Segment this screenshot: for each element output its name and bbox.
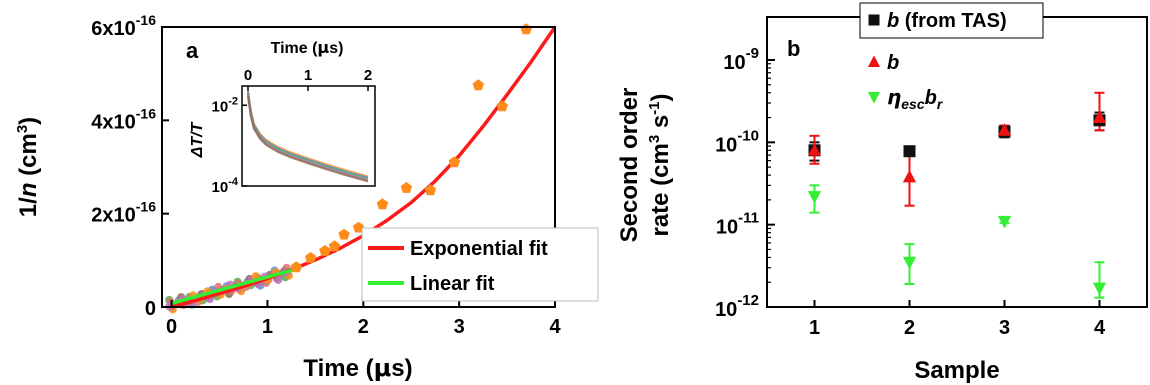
- y-tick-label: 4x10-16: [91, 105, 156, 133]
- inset-x-axis-label: Time (μs): [271, 38, 344, 57]
- data-point-b-from-tas-: [903, 145, 916, 158]
- orange-data-point: [472, 79, 484, 91]
- x-tick-label: 4: [1094, 317, 1106, 339]
- legend-label-exponential-fit: Exponential fit: [410, 238, 548, 260]
- panel-b-legend-markers: [867, 14, 881, 104]
- legend-label-b: b: [887, 52, 899, 74]
- inset-ticks: 0 1 2 10-2 10-4: [212, 67, 373, 196]
- y-tick-label: 10-11: [716, 210, 759, 239]
- orange-data-point: [304, 252, 317, 263]
- inset-x-tick-label: 2: [364, 67, 372, 84]
- panel-b-legend: b (from TAS) b ηescbr: [859, 2, 1044, 112]
- panel-a-legend: Exponential fit Linear fit: [361, 227, 599, 302]
- panel-a-x-axis-label: Time (μs): [303, 354, 412, 382]
- panel-a-legend-box: [361, 227, 599, 302]
- panel-b-y-axis-label-line2: rate (cm3 s-1): [646, 93, 674, 236]
- orange-data-point: [424, 184, 437, 196]
- legend-label-b-from-tas: b (from TAS): [887, 10, 1007, 32]
- inset-y-axis-label: ΔT/T: [189, 121, 206, 158]
- y-tick-label: 2x10-16: [91, 199, 156, 227]
- data-point--esc-b-r: [902, 256, 917, 270]
- panel-b: 1 2 3 4 10-9 10-10 10-11 10-12 b Second order r…: [616, 2, 1148, 384]
- data-point-b: [1092, 110, 1107, 123]
- inset-decay-trace: [246, 95, 369, 183]
- inset-x-tick-label: 1: [304, 67, 312, 84]
- legend-marker-0: [868, 14, 880, 26]
- y-tick-label: 6x10-16: [91, 12, 156, 40]
- legend-marker-1: [867, 55, 881, 67]
- orange-data-point: [400, 182, 413, 193]
- panel-b-label: b: [787, 36, 800, 61]
- x-tick-label: 1: [809, 317, 820, 339]
- data-point--esc-b-r: [997, 215, 1012, 229]
- data-point-b: [997, 123, 1012, 136]
- legend-label-linear-fit: Linear fit: [410, 273, 495, 295]
- y-tick-label: 10-10: [715, 127, 759, 156]
- x-tick-label: 2: [358, 316, 369, 338]
- orange-data-point: [290, 261, 302, 273]
- linear-fit-line: [171, 266, 302, 305]
- orange-data-point: [352, 221, 365, 233]
- x-tick-label: 1: [262, 316, 273, 338]
- y-tick-label: 10-12: [715, 292, 759, 321]
- orange-data-point: [496, 100, 508, 112]
- panel-a-label: a: [186, 38, 199, 63]
- panel-b-data-marks: [807, 91, 1107, 299]
- data-point--esc-b-r: [1092, 282, 1107, 296]
- orange-data-point: [376, 198, 389, 210]
- dense-trace-point: [274, 276, 283, 285]
- orange-data-point: [338, 228, 350, 240]
- orange-data-point: [520, 23, 532, 35]
- panel-a-inset: 0 1 2 10-2 10-4 Time (μs) ΔT/T: [189, 38, 376, 196]
- orange-data-point: [328, 240, 341, 252]
- x-tick-label: 2: [904, 317, 915, 339]
- legend-label-eta-esc-b-r: ηescbr: [887, 85, 944, 112]
- panel-a-plot-frame: [161, 26, 556, 308]
- panel-b-x-axis-label: Sample: [914, 357, 999, 384]
- x-tick-label: 3: [454, 316, 465, 338]
- inset-data-marks: [246, 90, 369, 183]
- y-tick-label: 0: [145, 298, 156, 320]
- panel-a-ticks: 0 1 2 3 4 0 2x10-16 4x10-16 6x10-16: [91, 12, 561, 338]
- x-tick-label: 3: [999, 317, 1010, 339]
- data-point--esc-b-r: [807, 191, 822, 204]
- inset-background: [242, 86, 375, 186]
- y-tick-label: 10-9: [723, 45, 759, 74]
- panel-b-legend-box: [859, 2, 1044, 39]
- legend-marker-2: [867, 92, 881, 104]
- inset-y-tick-label: 10-4: [212, 176, 239, 196]
- data-point-b: [902, 169, 917, 183]
- panel-b-plot-frame: [766, 16, 1148, 308]
- inset-y-tick-label: 10-2: [212, 95, 238, 115]
- x-tick-label: 0: [166, 316, 177, 338]
- orange-data-point: [319, 245, 331, 256]
- x-tick-label: 4: [549, 316, 561, 338]
- orange-data-point: [448, 156, 461, 168]
- panel-a-y-axis-label: 1/n (cm3): [14, 117, 42, 217]
- panel-b-ticks: 1 2 3 4 10-9 10-10 10-11 10-12: [715, 45, 1106, 339]
- inset-x-tick-label: 0: [244, 67, 252, 84]
- panel-b-y-axis-label-line1: Second order: [616, 88, 643, 243]
- data-point-b: [807, 143, 822, 156]
